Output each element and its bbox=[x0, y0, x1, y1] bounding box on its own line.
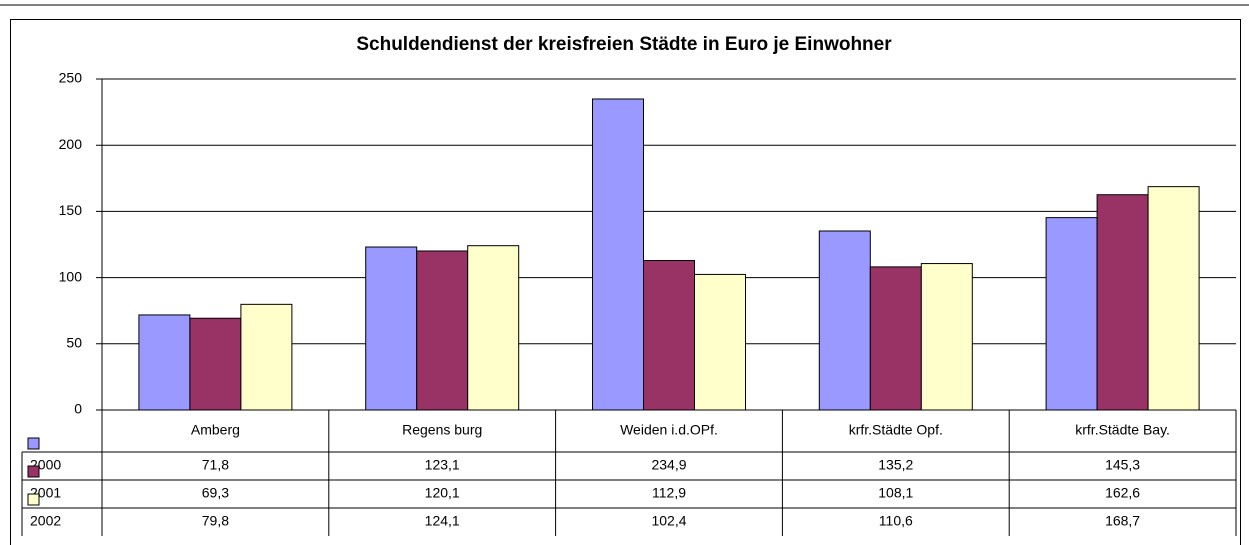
x-tick-label: krfr.Städte Opf. bbox=[849, 422, 943, 438]
bar bbox=[592, 98, 644, 411]
data-label: 112,9 bbox=[652, 485, 686, 501]
legend-key bbox=[27, 465, 40, 478]
data-label: 108,1 bbox=[878, 485, 913, 501]
data-label: 69,3 bbox=[202, 485, 229, 501]
bar bbox=[365, 246, 418, 411]
data-label: 120,1 bbox=[425, 485, 460, 501]
chart-frame bbox=[10, 19, 1241, 545]
bar bbox=[1147, 186, 1200, 411]
legend-key bbox=[27, 437, 40, 450]
data-label: 162,6 bbox=[1105, 485, 1140, 501]
data-label: 102,4 bbox=[651, 513, 686, 529]
bar bbox=[138, 314, 191, 411]
y-tick-label: 100 bbox=[59, 268, 83, 284]
y-tick-label: 250 bbox=[59, 70, 83, 86]
y-tick-label: 150 bbox=[59, 202, 83, 218]
data-label: 71,8 bbox=[202, 457, 229, 473]
bar bbox=[643, 260, 695, 411]
legend-label: 2002 bbox=[30, 513, 61, 529]
bar bbox=[694, 273, 746, 411]
x-tick-label: Weiden i.d.OPf. bbox=[620, 422, 718, 438]
chart-title: Schuldendienst der kreisfreien Städte in… bbox=[356, 34, 892, 55]
bar bbox=[920, 263, 973, 411]
x-tick-label: krfr.Städte Bay. bbox=[1075, 422, 1170, 438]
bar bbox=[467, 245, 520, 411]
data-label: 145,3 bbox=[1105, 457, 1140, 473]
x-tick-label: Amberg bbox=[191, 422, 240, 438]
bar bbox=[416, 250, 469, 411]
bar bbox=[818, 230, 871, 411]
data-label: 79,8 bbox=[202, 513, 229, 529]
bar bbox=[189, 317, 242, 411]
y-tick-label: 200 bbox=[59, 136, 83, 152]
bar bbox=[1045, 217, 1098, 411]
data-label: 110,6 bbox=[879, 513, 913, 529]
y-tick-label: 0 bbox=[74, 401, 82, 417]
data-label: 135,2 bbox=[878, 457, 913, 473]
x-tick-label: Regens burg bbox=[402, 422, 482, 438]
data-label: 168,7 bbox=[1105, 513, 1140, 529]
bar bbox=[240, 303, 293, 411]
data-label: 124,1 bbox=[425, 513, 460, 529]
data-label: 123,1 bbox=[425, 457, 460, 473]
bar bbox=[869, 266, 922, 411]
y-tick-label: 50 bbox=[66, 335, 82, 351]
data-label: 234,9 bbox=[651, 457, 686, 473]
legend-key bbox=[27, 493, 40, 506]
bar bbox=[1096, 194, 1149, 411]
